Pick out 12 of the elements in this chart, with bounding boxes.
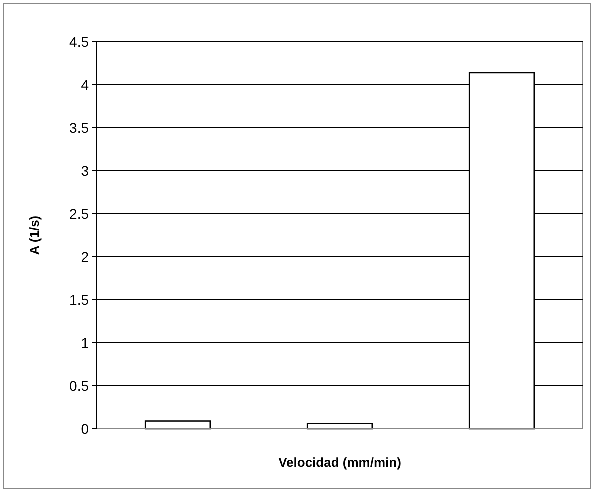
y-tick-label: 0	[81, 420, 90, 437]
y-tick-label: 3	[81, 162, 90, 179]
y-axis-title: A (1/s)	[27, 216, 42, 256]
y-tick-label: 2.5	[70, 206, 90, 222]
y-tick-label: 4.5	[70, 34, 90, 50]
y-tick-label: 2	[81, 248, 90, 265]
y-tick-label: 0.5	[70, 378, 90, 394]
y-tick-label: 3.5	[70, 120, 90, 136]
y-tick-label: 1	[81, 334, 90, 351]
y-tick-label: 1.5	[70, 292, 90, 308]
x-axis-title: Velocidad (mm/min)	[278, 455, 402, 470]
y-tick-label: 4	[81, 76, 90, 93]
